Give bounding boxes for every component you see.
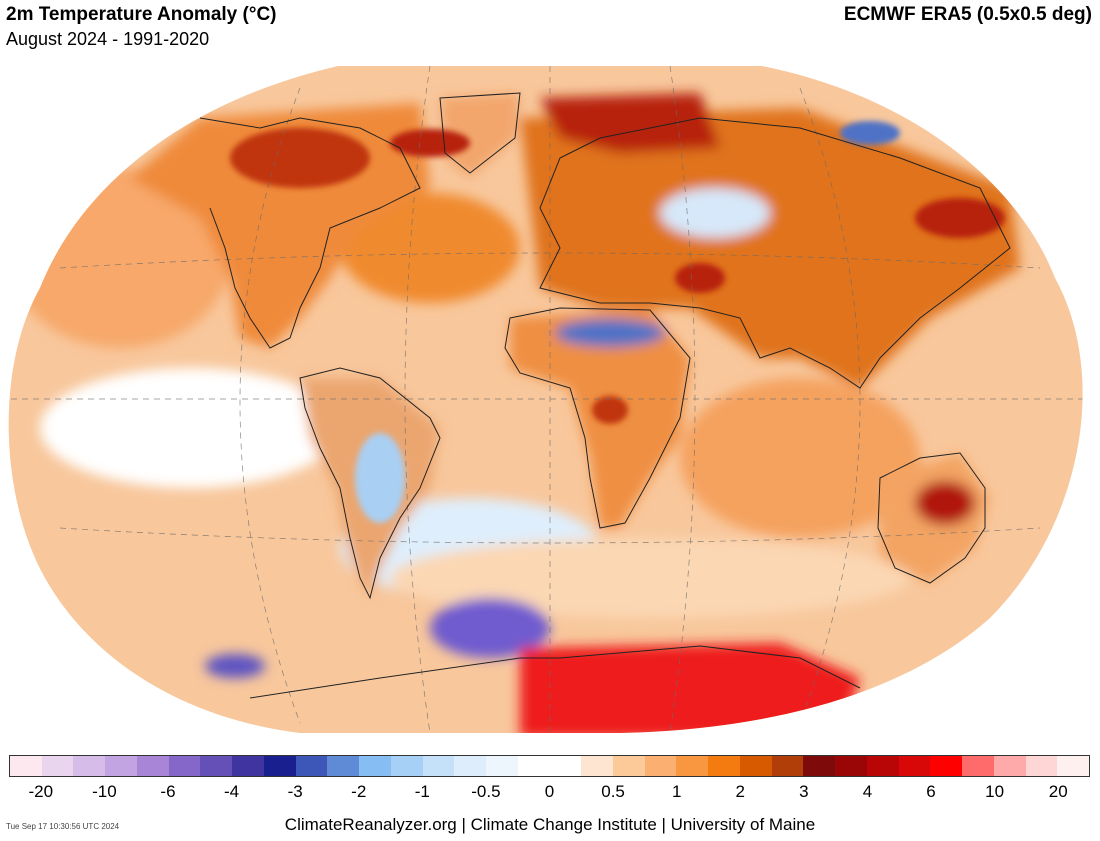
color-scale-tick-label: 2 bbox=[735, 782, 745, 801]
color-scale-tick-label: 0 bbox=[544, 782, 555, 801]
region-east-asia-hot bbox=[915, 198, 1005, 238]
region-ross-sea-cold bbox=[205, 654, 265, 678]
color-swatch bbox=[581, 756, 613, 776]
color-swatch bbox=[866, 756, 899, 776]
region-south-america-cool bbox=[355, 433, 405, 523]
color-swatch bbox=[136, 756, 169, 776]
region-central-africa-warm bbox=[592, 396, 628, 424]
color-swatch bbox=[327, 756, 360, 776]
region-australia-hot bbox=[915, 481, 975, 525]
color-swatch bbox=[73, 756, 106, 776]
color-swatch bbox=[359, 756, 391, 776]
color-scale-tick-label: -10 bbox=[92, 782, 117, 801]
region-sahel-cool bbox=[555, 319, 665, 347]
color-swatch bbox=[295, 756, 328, 776]
graticule bbox=[8, 66, 1083, 733]
region-central-siberia-cool bbox=[660, 188, 770, 238]
region-weddell-cold bbox=[430, 598, 550, 658]
credit-footer: ClimateReanalyzer.org | Climate Change I… bbox=[284, 815, 816, 834]
color-swatch bbox=[803, 756, 836, 776]
color-swatch bbox=[454, 756, 487, 776]
color-swatch bbox=[517, 756, 550, 776]
color-scale-tick-label: -6 bbox=[160, 782, 176, 801]
region-middle-east-hot bbox=[675, 263, 725, 293]
region-east-pacific-cool bbox=[40, 368, 340, 488]
color-scale-tick-label: -3 bbox=[287, 782, 303, 801]
color-scale-tick-label: -0.5 bbox=[471, 782, 501, 801]
color-scale-tick-label: 20 bbox=[1048, 782, 1068, 801]
color-swatch bbox=[390, 756, 423, 776]
color-swatch bbox=[10, 756, 42, 776]
region-antarctica-hot bbox=[520, 643, 860, 733]
region-southern-ocean bbox=[390, 538, 910, 618]
color-swatch bbox=[422, 756, 455, 776]
color-swatch bbox=[168, 756, 201, 776]
color-scale-tick-label: -20 bbox=[28, 782, 54, 801]
color-swatch bbox=[993, 756, 1026, 776]
color-swatch bbox=[612, 756, 645, 776]
color-scale-tick-label: 6 bbox=[926, 782, 936, 801]
color-swatch bbox=[739, 756, 772, 776]
map-field bbox=[8, 66, 1083, 733]
color-swatch bbox=[263, 756, 296, 776]
color-scale-tick-label: -2 bbox=[351, 782, 367, 801]
color-scale-tick-label: 3 bbox=[799, 782, 809, 801]
coastlines bbox=[199, 92, 1011, 699]
region-europe-asia bbox=[520, 108, 1020, 388]
color-swatch bbox=[1057, 756, 1089, 776]
map-title: 2m Temperature Anomaly (°C) bbox=[6, 4, 277, 25]
color-scale-tick-label: 1 bbox=[671, 782, 682, 801]
color-swatch bbox=[930, 756, 963, 776]
color-swatch bbox=[962, 756, 994, 776]
map-subtitle: August 2024 - 1991-2020 bbox=[6, 29, 210, 49]
color-swatch bbox=[898, 756, 931, 776]
color-swatch bbox=[200, 756, 233, 776]
color-scale-tick-label: -4 bbox=[223, 782, 240, 801]
region-greenland bbox=[440, 93, 520, 178]
region-north-atlantic bbox=[340, 193, 520, 303]
world-anomaly-map bbox=[8, 66, 1083, 733]
region-canadian-arctic-hot bbox=[390, 129, 470, 157]
color-swatch bbox=[835, 756, 867, 776]
color-swatch bbox=[708, 756, 740, 776]
timestamp: Tue Sep 17 10:30:56 UTC 2024 bbox=[6, 822, 120, 831]
region-northeast-siberia-cool bbox=[840, 121, 900, 145]
color-swatch bbox=[771, 756, 804, 776]
color-swatch bbox=[41, 756, 74, 776]
color-swatch bbox=[644, 756, 677, 776]
color-scale-tick-label: 4 bbox=[862, 782, 873, 801]
color-scale-tick-label: 0.5 bbox=[601, 782, 625, 801]
color-scale-tick-label: -1 bbox=[414, 782, 430, 801]
color-scale-bar bbox=[9, 755, 1090, 777]
color-scale-labels: -20 -10 -6 -4 -3 -2 -1 -0.5 0 0.5 1 2 3 4 6 10 20 bbox=[0, 782, 1100, 806]
color-scale-tick-label: 10 bbox=[985, 782, 1005, 801]
color-swatch bbox=[486, 756, 518, 776]
region-northern-canada-warm bbox=[230, 128, 370, 188]
color-swatch bbox=[676, 756, 709, 776]
color-swatch bbox=[1025, 756, 1058, 776]
data-source-label: ECMWF ERA5 (0.5x0.5 deg) bbox=[843, 4, 1092, 25]
color-swatch bbox=[549, 756, 582, 776]
color-swatch bbox=[232, 756, 264, 776]
region-siberia-warm bbox=[540, 93, 720, 153]
region-indian-ocean bbox=[680, 378, 920, 538]
color-swatch bbox=[105, 756, 137, 776]
